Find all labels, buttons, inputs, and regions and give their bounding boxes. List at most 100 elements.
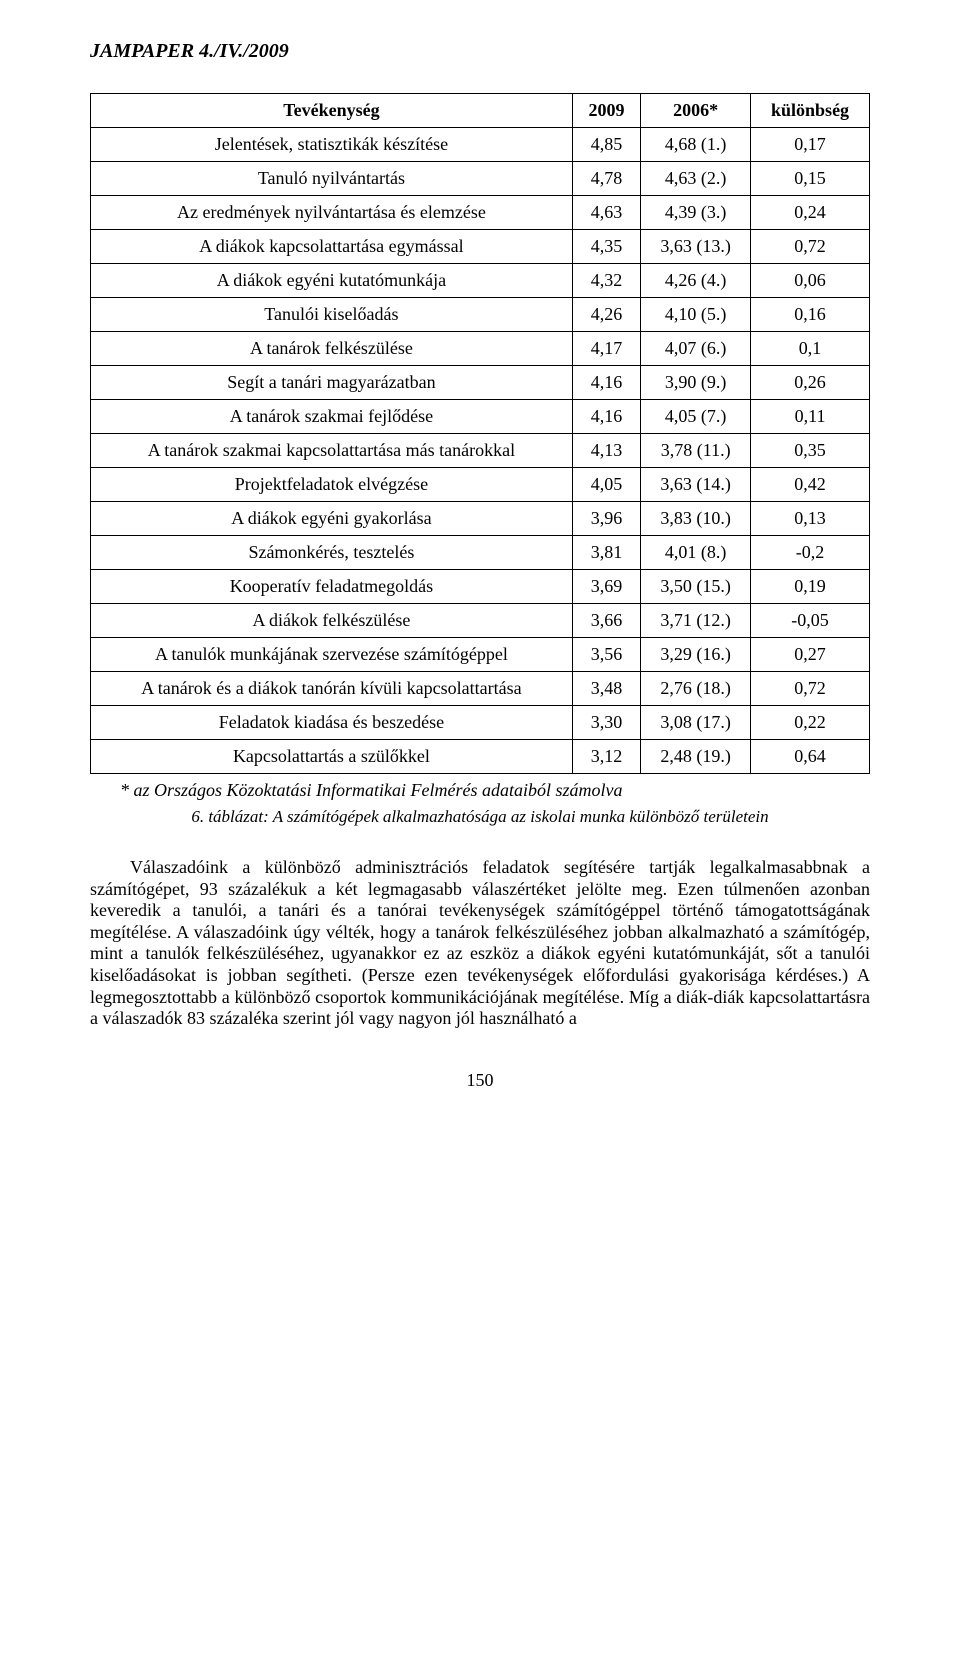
table-caption: 6. táblázat: A számítógépek alkalmazható… (90, 807, 870, 827)
table-cell-value: 2,48 (19.) (641, 740, 751, 774)
table-cell-label: A diákok felkészülése (91, 604, 573, 638)
table-cell-value: 4,13 (572, 434, 640, 468)
table-cell-value: 4,85 (572, 128, 640, 162)
table-cell-value: 0,17 (751, 128, 870, 162)
table-row: A tanárok és a diákok tanórán kívüli kap… (91, 672, 870, 706)
table-cell-label: Az eredmények nyilvántartása és elemzése (91, 196, 573, 230)
table-footnote: * az Országos Közoktatási Informatikai F… (120, 780, 870, 801)
table-row: Projektfeladatok elvégzése4,053,63 (14.)… (91, 468, 870, 502)
table-cell-value: 2,76 (18.) (641, 672, 751, 706)
table-cell-label: Kooperatív feladatmegoldás (91, 570, 573, 604)
table-cell-value: 3,48 (572, 672, 640, 706)
table-cell-value: 3,08 (17.) (641, 706, 751, 740)
table-row: A diákok felkészülése3,663,71 (12.)-0,05 (91, 604, 870, 638)
table-cell-value: 4,05 (572, 468, 640, 502)
table-cell-label: A tanárok szakmai fejlődése (91, 400, 573, 434)
table-row: Segít a tanári magyarázatban4,163,90 (9.… (91, 366, 870, 400)
table-row: Feladatok kiadása és beszedése3,303,08 (… (91, 706, 870, 740)
table-row: Tanuló nyilvántartás4,784,63 (2.)0,15 (91, 162, 870, 196)
table-cell-value: 4,17 (572, 332, 640, 366)
table-cell-value: 4,63 (2.) (641, 162, 751, 196)
table-row: A diákok egyéni kutatómunkája4,324,26 (4… (91, 264, 870, 298)
table-cell-value: 0,1 (751, 332, 870, 366)
table-cell-value: 4,32 (572, 264, 640, 298)
table-cell-value: 0,72 (751, 672, 870, 706)
table-cell-value: 3,29 (16.) (641, 638, 751, 672)
table-cell-value: 0,19 (751, 570, 870, 604)
table-cell-value: 0,06 (751, 264, 870, 298)
table-row: A tanulók munkájának szervezése számítóg… (91, 638, 870, 672)
body-paragraph: Válaszadóink a különböző adminisztrációs… (90, 857, 870, 1030)
table-row: A tanárok felkészülése4,174,07 (6.)0,1 (91, 332, 870, 366)
table-cell-value: 3,66 (572, 604, 640, 638)
table-cell-value: 3,63 (14.) (641, 468, 751, 502)
table-cell-label: Segít a tanári magyarázatban (91, 366, 573, 400)
table-cell-value: 0,72 (751, 230, 870, 264)
table-cell-value: 3,56 (572, 638, 640, 672)
table-cell-label: A diákok egyéni gyakorlása (91, 502, 573, 536)
table-cell-value: 3,12 (572, 740, 640, 774)
data-table: Tevékenység20092006*különbségJelentések,… (90, 93, 870, 774)
table-row: A diákok kapcsolattartása egymással4,353… (91, 230, 870, 264)
table-cell-value: 0,22 (751, 706, 870, 740)
table-cell-value: 4,10 (5.) (641, 298, 751, 332)
table-cell-value: 3,83 (10.) (641, 502, 751, 536)
table-cell-label: A tanárok és a diákok tanórán kívüli kap… (91, 672, 573, 706)
table-cell-value: 0,13 (751, 502, 870, 536)
table-cell-value: 3,30 (572, 706, 640, 740)
table-row: A tanárok szakmai kapcsolattartása más t… (91, 434, 870, 468)
table-cell-value: 0,16 (751, 298, 870, 332)
table-row: Tanulói kiselőadás4,264,10 (5.)0,16 (91, 298, 870, 332)
table-cell-value: 4,26 (572, 298, 640, 332)
table-row: A tanárok szakmai fejlődése4,164,05 (7.)… (91, 400, 870, 434)
table-cell-label: Jelentések, statisztikák készítése (91, 128, 573, 162)
table-cell-value: 4,78 (572, 162, 640, 196)
table-cell-value: -0,05 (751, 604, 870, 638)
table-cell-value: 3,63 (13.) (641, 230, 751, 264)
table-cell-value: 0,27 (751, 638, 870, 672)
table-cell-value: 0,11 (751, 400, 870, 434)
table-cell-value: 3,96 (572, 502, 640, 536)
table-row: Kooperatív feladatmegoldás3,693,50 (15.)… (91, 570, 870, 604)
table-cell-value: 0,24 (751, 196, 870, 230)
table-row: A diákok egyéni gyakorlása3,963,83 (10.)… (91, 502, 870, 536)
table-cell-value: 0,26 (751, 366, 870, 400)
table-header-cell: Tevékenység (91, 94, 573, 128)
table-cell-label: A diákok kapcsolattartása egymással (91, 230, 573, 264)
table-cell-value: 4,07 (6.) (641, 332, 751, 366)
table-row: Számonkérés, tesztelés3,814,01 (8.)-0,2 (91, 536, 870, 570)
table-cell-value: 4,01 (8.) (641, 536, 751, 570)
table-cell-value: 0,15 (751, 162, 870, 196)
table-cell-label: A diákok egyéni kutatómunkája (91, 264, 573, 298)
table-cell-value: 0,64 (751, 740, 870, 774)
table-header-cell: különbség (751, 94, 870, 128)
table-cell-value: 4,35 (572, 230, 640, 264)
table-cell-label: A tanárok szakmai kapcsolattartása más t… (91, 434, 573, 468)
page-container: JAMPAPER 4./IV./2009 Tevékenység20092006… (0, 0, 960, 1131)
table-cell-value: 3,71 (12.) (641, 604, 751, 638)
table-cell-value: 0,35 (751, 434, 870, 468)
table-cell-value: 4,16 (572, 400, 640, 434)
table-cell-value: 4,68 (1.) (641, 128, 751, 162)
table-cell-label: Tanulói kiselőadás (91, 298, 573, 332)
table-cell-value: 4,16 (572, 366, 640, 400)
table-cell-label: Feladatok kiadása és beszedése (91, 706, 573, 740)
table-row: Jelentések, statisztikák készítése4,854,… (91, 128, 870, 162)
table-cell-label: Kapcsolattartás a szülőkkel (91, 740, 573, 774)
table-cell-value: 3,90 (9.) (641, 366, 751, 400)
table-cell-value: 3,69 (572, 570, 640, 604)
table-cell-value: 4,05 (7.) (641, 400, 751, 434)
journal-header: JAMPAPER 4./IV./2009 (90, 40, 870, 63)
table-cell-value: 0,42 (751, 468, 870, 502)
table-cell-label: A tanárok felkészülése (91, 332, 573, 366)
table-cell-value: 4,39 (3.) (641, 196, 751, 230)
table-header-cell: 2009 (572, 94, 640, 128)
table-cell-label: Számonkérés, tesztelés (91, 536, 573, 570)
table-header-cell: 2006* (641, 94, 751, 128)
table-cell-value: 4,63 (572, 196, 640, 230)
table-cell-label: A tanulók munkájának szervezése számítóg… (91, 638, 573, 672)
table-cell-value: 3,50 (15.) (641, 570, 751, 604)
table-header-row: Tevékenység20092006*különbség (91, 94, 870, 128)
table-cell-value: 3,81 (572, 536, 640, 570)
table-cell-label: Projektfeladatok elvégzése (91, 468, 573, 502)
